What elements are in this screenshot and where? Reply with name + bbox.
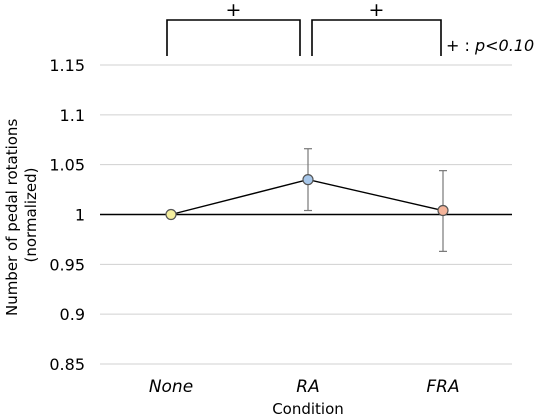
significance-bracket: + <box>311 0 442 56</box>
significance-legend-sep: : <box>459 36 475 55</box>
data-point <box>437 204 449 217</box>
y-axis-label-line1: Number of pedal rotations <box>3 119 21 316</box>
significance-label: + <box>369 0 385 21</box>
x-tick-label: RA <box>296 377 319 397</box>
significance-brackets: + + <box>166 0 442 56</box>
significance-bracket: + <box>166 0 301 56</box>
data-point <box>302 174 314 186</box>
series <box>165 148 449 252</box>
y-tick-label: 1 <box>75 206 85 225</box>
x-axis-label: Condition <box>272 400 344 418</box>
significance-legend-symbol: + <box>446 36 459 55</box>
y-axis-label: Number of pedal rotations (normalized) <box>3 114 40 316</box>
gridlines <box>100 64 512 365</box>
y-tick-label: 0.95 <box>49 255 85 274</box>
x-tick-label: None <box>149 377 193 397</box>
significance-legend-text: p<0.10 <box>474 36 534 55</box>
x-tick-label: FRA <box>426 377 459 397</box>
x-axis-ticks: None RA FRA <box>149 377 460 397</box>
y-tick-label: 1.1 <box>60 106 85 125</box>
y-tick-label: 0.85 <box>49 355 85 374</box>
y-axis-ticks: 0.85 0.9 0.95 1 1.05 1.1 1.15 <box>49 56 85 374</box>
y-tick-label: 1.15 <box>49 56 85 75</box>
significance-label: + <box>226 0 242 21</box>
y-axis-label-line2: (normalized) <box>22 167 40 262</box>
y-tick-label: 0.9 <box>60 305 85 324</box>
y-tick-label: 1.05 <box>49 156 85 175</box>
data-point <box>165 208 177 221</box>
significance-legend: + : p<0.10 <box>446 36 534 55</box>
